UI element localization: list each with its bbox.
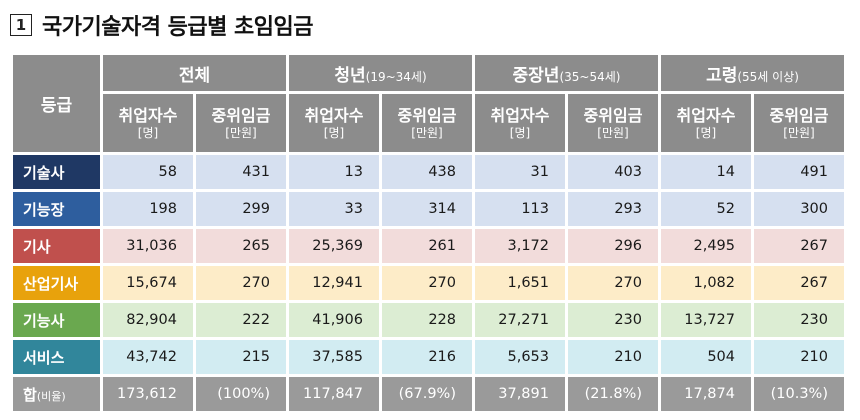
grade-label: 서비스 <box>13 340 100 374</box>
grade-label: 기술사 <box>13 155 100 189</box>
cell-wage-all: 299 <box>196 192 286 226</box>
total-label: 합(비율) <box>13 377 100 411</box>
cell-employed-elderly: 52 <box>661 192 751 226</box>
grade-label: 기능사 <box>13 303 100 337</box>
subheader-wage: 중위임금 [만원] <box>382 94 472 152</box>
table-row: 기능사 82,904 222 41,906 228 27,271 230 13,… <box>13 303 844 337</box>
grade-label: 기능장 <box>13 192 100 226</box>
cell-employed-middle: 1,651 <box>475 266 565 300</box>
total-employed-youth: 117,847 <box>289 377 379 411</box>
group-header-all: 전체 <box>103 55 286 91</box>
page-title: 1 국가기술자격 등급별 초임임금 <box>10 10 313 40</box>
cell-wage-elderly: 267 <box>754 229 844 263</box>
cell-wage-youth: 270 <box>382 266 472 300</box>
cell-employed-youth: 33 <box>289 192 379 226</box>
cell-wage-elderly: 210 <box>754 340 844 374</box>
cell-wage-middle: 270 <box>568 266 658 300</box>
cell-wage-youth: 314 <box>382 192 472 226</box>
cell-employed-all: 198 <box>103 192 193 226</box>
cell-employed-middle: 5,653 <box>475 340 565 374</box>
subheader-employed: 취업자수 [명] <box>289 94 379 152</box>
cell-wage-middle: 230 <box>568 303 658 337</box>
grade-label: 산업기사 <box>13 266 100 300</box>
cell-employed-elderly: 504 <box>661 340 751 374</box>
cell-employed-all: 58 <box>103 155 193 189</box>
cell-wage-all: 270 <box>196 266 286 300</box>
cell-employed-youth: 13 <box>289 155 379 189</box>
cell-wage-youth: 261 <box>382 229 472 263</box>
subheader-wage: 중위임금 [만원] <box>568 94 658 152</box>
cell-employed-elderly: 13,727 <box>661 303 751 337</box>
table-row: 기능장 198 299 33 314 113 293 52 300 <box>13 192 844 226</box>
subheader-employed: 취업자수 [명] <box>661 94 751 152</box>
cell-wage-elderly: 491 <box>754 155 844 189</box>
cell-wage-youth: 216 <box>382 340 472 374</box>
table-row: 산업기사 15,674 270 12,941 270 1,651 270 1,0… <box>13 266 844 300</box>
subheader-wage: 중위임금 [만원] <box>196 94 286 152</box>
total-ratio-youth: (67.9%) <box>382 377 472 411</box>
cell-employed-youth: 41,906 <box>289 303 379 337</box>
cell-wage-youth: 438 <box>382 155 472 189</box>
cell-wage-youth: 228 <box>382 303 472 337</box>
group-header-youth: 청년(19~34세) <box>289 55 472 91</box>
cell-employed-elderly: 14 <box>661 155 751 189</box>
cell-employed-youth: 37,585 <box>289 340 379 374</box>
cell-wage-elderly: 300 <box>754 192 844 226</box>
cell-wage-elderly: 230 <box>754 303 844 337</box>
grade-header: 등급 <box>13 55 100 152</box>
section-number: 1 <box>10 14 32 36</box>
cell-employed-middle: 31 <box>475 155 565 189</box>
cell-employed-elderly: 1,082 <box>661 266 751 300</box>
cell-employed-elderly: 2,495 <box>661 229 751 263</box>
cell-employed-middle: 27,271 <box>475 303 565 337</box>
total-ratio-all: (100%) <box>196 377 286 411</box>
total-ratio-middle: (21.8%) <box>568 377 658 411</box>
cell-employed-youth: 12,941 <box>289 266 379 300</box>
group-header-elderly: 고령(55세 이상) <box>661 55 844 91</box>
table-row: 기사 31,036 265 25,369 261 3,172 296 2,495… <box>13 229 844 263</box>
cell-wage-all: 265 <box>196 229 286 263</box>
grade-label: 기사 <box>13 229 100 263</box>
table-row: 기술사 58 431 13 438 31 403 14 491 <box>13 155 844 189</box>
table-row: 서비스 43,742 215 37,585 216 5,653 210 504 … <box>13 340 844 374</box>
cell-wage-elderly: 267 <box>754 266 844 300</box>
cell-wage-all: 222 <box>196 303 286 337</box>
total-employed-elderly: 17,874 <box>661 377 751 411</box>
cell-employed-youth: 25,369 <box>289 229 379 263</box>
group-header-middle-aged: 중장년(35~54세) <box>475 55 658 91</box>
subheader-wage: 중위임금 [만원] <box>754 94 844 152</box>
cell-employed-middle: 113 <box>475 192 565 226</box>
cell-employed-middle: 3,172 <box>475 229 565 263</box>
cell-employed-all: 15,674 <box>103 266 193 300</box>
subheader-employed: 취업자수 [명] <box>475 94 565 152</box>
cell-employed-all: 82,904 <box>103 303 193 337</box>
cell-wage-middle: 210 <box>568 340 658 374</box>
cell-wage-all: 215 <box>196 340 286 374</box>
title-text: 국가기술자격 등급별 초임임금 <box>42 15 313 40</box>
cell-wage-all: 431 <box>196 155 286 189</box>
total-ratio-elderly: (10.3%) <box>754 377 844 411</box>
subheader-employed: 취업자수 [명] <box>103 94 193 152</box>
cell-employed-all: 43,742 <box>103 340 193 374</box>
cell-wage-middle: 296 <box>568 229 658 263</box>
cell-wage-middle: 293 <box>568 192 658 226</box>
total-row: 합(비율) 173,612 (100%) 117,847 (67.9%) 37,… <box>13 377 844 411</box>
cell-employed-all: 31,036 <box>103 229 193 263</box>
cell-wage-middle: 403 <box>568 155 658 189</box>
wage-table: 등급 전체 청년(19~34세) 중장년(35~54세) 고령(55세 이상) … <box>10 52 847 414</box>
total-employed-middle: 37,891 <box>475 377 565 411</box>
total-employed-all: 173,612 <box>103 377 193 411</box>
